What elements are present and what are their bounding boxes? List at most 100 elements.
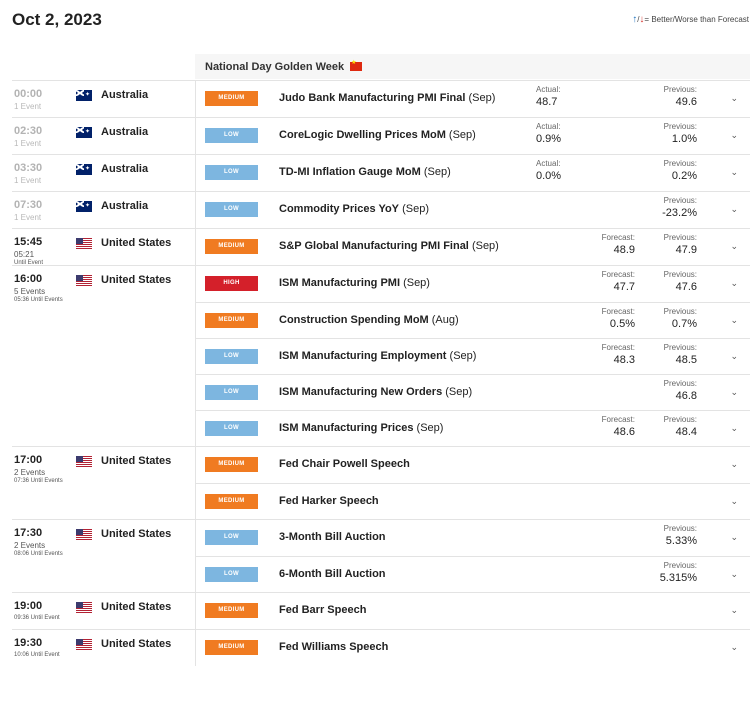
stat-label: Forecast: [601, 343, 635, 352]
country: Australia [76, 163, 148, 175]
country-name: Australia [101, 200, 149, 212]
date-title: Oct 2, 2023 [12, 10, 102, 29]
event-title[interactable]: Fed Harker Speech [279, 495, 379, 507]
event-name: 3-Month Bill Auction [279, 531, 386, 543]
previous-value: Previous: 48.4 [664, 414, 697, 439]
event-title[interactable]: ISM Manufacturing Employment (Sep) [279, 350, 476, 362]
event-title[interactable]: Commodity Prices YoY (Sep) [279, 203, 429, 215]
event-count: 10:06 Until Event [14, 651, 60, 659]
event-count: 2 Events 08:06 Until Events [14, 541, 63, 558]
event-name: Fed Harker Speech [279, 495, 379, 507]
event-title[interactable]: CoreLogic Dwelling Prices MoM (Sep) [279, 129, 476, 141]
event-title[interactable]: 3-Month Bill Auction [279, 531, 386, 543]
stat-value: 5.315% [659, 572, 697, 584]
event-row[interactable]: LOW 3-Month Bill Auction Previous: 5.33% ⌄ [196, 520, 750, 556]
expand-chevron-icon[interactable]: ⌄ [730, 315, 738, 325]
event-row[interactable]: MEDIUM Construction Spending MoM (Aug) For… [196, 302, 750, 338]
stat-value: 47.6 [675, 281, 697, 293]
event-time: 16:00 [14, 273, 43, 285]
expand-chevron-icon[interactable]: ⌄ [730, 387, 738, 397]
event-title[interactable]: S&P Global Manufacturing PMI Final (Sep) [279, 240, 499, 252]
stat-value: 0.9% [536, 133, 562, 145]
event-title[interactable]: Construction Spending MoM (Aug) [279, 314, 459, 326]
stat-value: 1.0% [671, 133, 697, 145]
expand-chevron-icon[interactable]: ⌄ [730, 496, 738, 506]
expand-chevron-icon[interactable]: ⌄ [730, 241, 738, 251]
united-states-flag-icon [76, 528, 92, 540]
expand-chevron-icon[interactable]: ⌄ [730, 130, 738, 140]
time-group: 17:00 2 Events 07:36 Until Events United St… [12, 446, 750, 519]
stat-value: 48.4 [675, 426, 697, 438]
expand-chevron-icon[interactable]: ⌄ [730, 204, 738, 214]
event-row[interactable]: LOW 6-Month Bill Auction Previous: 5.315% ⌄ [196, 556, 750, 592]
actual-value: Actual: 48.7 [536, 84, 560, 109]
event-row[interactable]: MEDIUM Fed Harker Speech ⌄ [196, 483, 750, 519]
event-row[interactable]: MEDIUM Fed Barr Speech ⌄ [196, 593, 750, 629]
event-title[interactable]: Fed Williams Speech [279, 641, 388, 653]
time-group: 02:30 1 Event Australia LOW CoreLogic Dwelli… [12, 117, 750, 154]
event-row[interactable]: HIGH ISM Manufacturing PMI (Sep) Forecast:… [196, 266, 750, 302]
impact-badge: MEDIUM [205, 239, 258, 254]
event-row[interactable]: LOW ISM Manufacturing New Orders (Sep) Pre… [196, 374, 750, 410]
event-time: 03:30 [14, 162, 43, 174]
expand-chevron-icon[interactable]: ⌄ [730, 351, 738, 361]
event-count-label: 2 Events [14, 468, 46, 477]
legend-separator: / [637, 15, 640, 24]
event-rows: LOW CoreLogic Dwelling Prices MoM (Sep) Ac… [195, 118, 750, 154]
expand-chevron-icon[interactable]: ⌄ [730, 569, 738, 579]
event-row[interactable]: LOW TD-MI Inflation Gauge MoM (Sep) Actual… [196, 155, 750, 191]
event-title[interactable]: 6-Month Bill Auction [279, 568, 386, 580]
expand-chevron-icon[interactable]: ⌄ [730, 642, 738, 652]
event-count-label: 1 Event [14, 139, 42, 148]
previous-value: Previous: 48.5 [664, 342, 697, 367]
event-count-label: 5 Events [14, 287, 46, 296]
event-time: 00:00 [14, 88, 43, 100]
previous-value: Previous: 46.8 [664, 378, 697, 403]
event-row[interactable]: LOW ISM Manufacturing Prices (Sep) Forecas… [196, 410, 750, 446]
event-title[interactable]: Fed Chair Powell Speech [279, 458, 410, 470]
stat-label: Actual: [536, 159, 561, 168]
time-group: 07:30 1 Event Australia LOW Commodity Prices… [12, 191, 750, 228]
event-row[interactable]: MEDIUM Fed Williams Speech ⌄ [196, 630, 750, 666]
event-name: S&P Global Manufacturing PMI Final [279, 240, 469, 252]
event-row[interactable]: MEDIUM Fed Chair Powell Speech ⌄ [196, 447, 750, 483]
countdown-label: 07:36 Until Events [14, 478, 63, 484]
event-row[interactable]: LOW CoreLogic Dwelling Prices MoM (Sep) Ac… [196, 118, 750, 154]
country-name: Australia [101, 163, 149, 175]
event-title[interactable]: Fed Barr Speech [279, 604, 366, 616]
expand-chevron-icon[interactable]: ⌄ [730, 605, 738, 615]
expand-chevron-icon[interactable]: ⌄ [730, 532, 738, 542]
time-group-info: 03:30 1 Event Australia [12, 155, 195, 191]
event-title[interactable]: Judo Bank Manufacturing PMI Final (Sep) [279, 92, 495, 104]
event-row[interactable]: MEDIUM S&P Global Manufacturing PMI Final… [196, 229, 750, 265]
expand-chevron-icon[interactable]: ⌄ [730, 423, 738, 433]
time-group-info: 00:00 1 Event Australia [12, 81, 195, 117]
time-group-info: 19:00 09:36 Until Event United States [12, 593, 195, 629]
event-time: 17:00 [14, 454, 43, 466]
country-name: United States [101, 528, 172, 540]
expand-chevron-icon[interactable]: ⌄ [730, 167, 738, 177]
event-title[interactable]: ISM Manufacturing Prices (Sep) [279, 422, 443, 434]
impact-badge: LOW [205, 530, 258, 545]
event-title[interactable]: ISM Manufacturing PMI (Sep) [279, 277, 430, 289]
holiday-label: National Day Golden Week [205, 60, 345, 73]
stat-label: Previous: [663, 233, 697, 242]
event-name: 6-Month Bill Auction [279, 568, 386, 580]
stat-value: 0.2% [671, 170, 697, 182]
event-row[interactable]: LOW ISM Manufacturing Employment (Sep) For… [196, 338, 750, 374]
event-title[interactable]: ISM Manufacturing New Orders (Sep) [279, 386, 472, 398]
previous-value: Previous: 0.2% [664, 158, 697, 183]
time-group-info: 02:30 1 Event Australia [12, 118, 195, 154]
event-row[interactable]: MEDIUM Judo Bank Manufacturing PMI Final … [196, 81, 750, 117]
expand-chevron-icon[interactable]: ⌄ [730, 459, 738, 469]
expand-chevron-icon[interactable]: ⌄ [730, 93, 738, 103]
event-name: ISM Manufacturing Employment [279, 350, 447, 362]
country-name: Australia [101, 126, 149, 138]
event-count: 1 Event [14, 176, 41, 185]
impact-badge: LOW [205, 421, 258, 436]
expand-chevron-icon[interactable]: ⌄ [730, 278, 738, 288]
previous-value: Previous: 47.6 [664, 269, 697, 294]
country: Australia [76, 126, 148, 138]
event-title[interactable]: TD-MI Inflation Gauge MoM (Sep) [279, 166, 451, 178]
event-row[interactable]: LOW Commodity Prices YoY (Sep) Previous: -2… [196, 192, 750, 228]
